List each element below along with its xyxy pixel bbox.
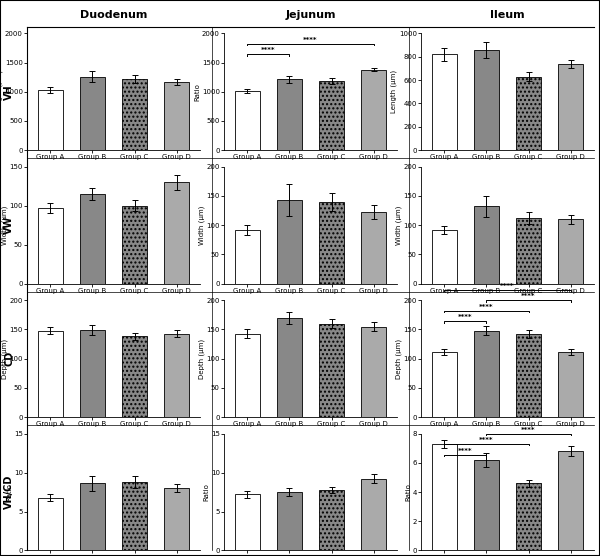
Y-axis label: Ratio: Ratio xyxy=(194,83,200,101)
Bar xyxy=(361,70,386,150)
Bar xyxy=(516,218,541,284)
Bar xyxy=(38,208,63,284)
Bar xyxy=(80,484,105,550)
Bar xyxy=(80,330,105,417)
Text: Ileum: Ileum xyxy=(490,10,525,20)
Bar xyxy=(474,50,499,150)
Text: ****: **** xyxy=(458,448,473,454)
Bar xyxy=(319,324,344,417)
Bar xyxy=(122,206,147,284)
Bar xyxy=(319,81,344,150)
Text: ****: **** xyxy=(261,47,275,53)
Text: VW: VW xyxy=(4,216,14,234)
Bar xyxy=(277,200,302,284)
Text: VH/CD: VH/CD xyxy=(4,475,14,509)
Bar xyxy=(558,451,583,550)
Bar xyxy=(277,318,302,417)
Bar xyxy=(80,194,105,284)
Bar xyxy=(164,82,190,150)
Bar xyxy=(38,331,63,417)
Bar xyxy=(235,230,260,284)
Bar xyxy=(319,202,344,284)
Bar xyxy=(38,90,63,150)
Bar xyxy=(277,80,302,150)
Bar xyxy=(38,498,63,550)
Text: ****: **** xyxy=(500,282,515,289)
Y-axis label: Width (µm): Width (µm) xyxy=(1,206,8,245)
Text: Duodenum: Duodenum xyxy=(80,10,147,20)
Bar xyxy=(361,479,386,550)
Y-axis label: Length (µm): Length (µm) xyxy=(0,70,4,113)
Y-axis label: Depth (µm): Depth (µm) xyxy=(395,339,402,379)
Bar xyxy=(235,91,260,150)
Y-axis label: Ratio: Ratio xyxy=(203,483,209,501)
Bar xyxy=(474,206,499,284)
Bar xyxy=(516,77,541,150)
Bar xyxy=(122,79,147,150)
Bar xyxy=(235,334,260,417)
Text: ****: **** xyxy=(521,293,536,299)
Bar xyxy=(474,331,499,417)
Bar xyxy=(164,182,190,284)
Bar xyxy=(361,212,386,284)
Text: Jejunum: Jejunum xyxy=(285,10,336,20)
Bar xyxy=(558,219,583,284)
Bar xyxy=(80,77,105,150)
Bar xyxy=(361,326,386,417)
Text: ****: **** xyxy=(479,437,494,443)
Bar xyxy=(516,483,541,550)
Text: CD: CD xyxy=(4,351,14,366)
Text: ****: **** xyxy=(303,37,318,43)
Y-axis label: Depth (µm): Depth (µm) xyxy=(199,339,205,379)
Bar xyxy=(319,490,344,550)
Bar xyxy=(516,334,541,417)
Bar xyxy=(558,64,583,150)
Y-axis label: Ratio: Ratio xyxy=(405,483,411,501)
Bar xyxy=(122,336,147,417)
Text: ****: **** xyxy=(458,314,473,320)
Bar xyxy=(164,488,190,550)
Bar xyxy=(164,334,190,417)
Bar xyxy=(558,351,583,417)
Text: VH: VH xyxy=(4,84,14,100)
Bar xyxy=(474,460,499,550)
Text: ****: **** xyxy=(479,304,494,310)
Bar xyxy=(277,492,302,550)
Bar xyxy=(431,54,457,150)
Text: ****: **** xyxy=(521,426,536,433)
Y-axis label: Width (µm): Width (µm) xyxy=(395,206,402,245)
Y-axis label: Length (µm): Length (µm) xyxy=(391,70,397,113)
Bar xyxy=(235,494,260,550)
Y-axis label: Ratio: Ratio xyxy=(7,483,13,501)
Y-axis label: Depth (µm): Depth (µm) xyxy=(1,339,8,379)
Bar xyxy=(122,482,147,550)
Bar xyxy=(431,230,457,284)
Bar xyxy=(431,351,457,417)
Bar xyxy=(431,444,457,550)
Y-axis label: Width (µm): Width (µm) xyxy=(199,206,205,245)
